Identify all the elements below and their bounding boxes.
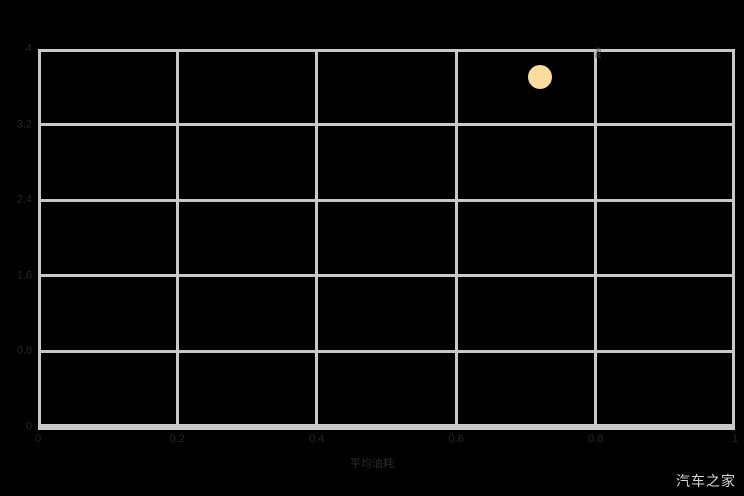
gridline-vertical [315, 49, 319, 427]
x-axis-tick-label: 0.8 [587, 433, 604, 445]
gridline-horizontal [38, 123, 735, 127]
y-axis-tick-label: 3.2 [16, 118, 32, 131]
gridline-vertical [454, 49, 458, 427]
gridline-horizontal [38, 349, 735, 353]
x-axis-tick-label: 0.4 [309, 433, 325, 445]
x-axis-tick-label: 0 [34, 433, 42, 445]
y-axis-tick-label: 0.8 [16, 344, 32, 357]
gridline-vertical [732, 49, 735, 427]
y-axis-tick-label: 4 [25, 42, 32, 55]
data-point-annotation: 油耗 [594, 48, 601, 60]
gridline-horizontal [38, 198, 735, 202]
gridline-vertical [38, 49, 41, 427]
gridline-vertical [175, 49, 179, 427]
plot-area [38, 49, 735, 427]
x-axis-tick-label: 0.2 [169, 433, 186, 445]
gridline-horizontal [38, 49, 735, 52]
x-axis-title: 平均油耗 [350, 458, 394, 470]
x-axis-tick-label: 0.6 [448, 433, 464, 445]
gridline-horizontal [38, 424, 735, 427]
y-axis-tick-label: 0 [25, 420, 32, 433]
x-axis-tick-label: 1 [731, 433, 739, 445]
x-axis-line [38, 427, 735, 430]
gridline-vertical [594, 49, 598, 427]
gridline-horizontal [38, 274, 735, 278]
data-point[interactable] [527, 65, 552, 90]
y-axis-tick-label: 1.6 [16, 269, 32, 282]
y-axis-tick-label: 2.4 [16, 193, 32, 206]
watermark: 汽车之家 [676, 473, 736, 489]
